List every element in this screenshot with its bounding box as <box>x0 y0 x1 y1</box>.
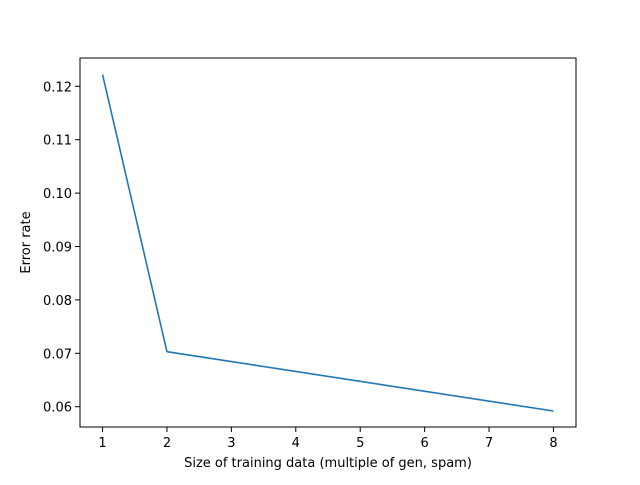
y-tick-label: 0.09 <box>43 241 72 256</box>
series-line-0 <box>101 74 554 412</box>
x-tick-label: 6 <box>420 436 428 451</box>
y-tick-label: 0.11 <box>43 134 72 149</box>
x-tick-label: 5 <box>356 436 364 451</box>
x-tick-label: 4 <box>292 436 300 451</box>
x-tick-label: 1 <box>98 436 106 451</box>
x-tick-label: 3 <box>227 436 235 451</box>
x-axis-label: Size of training data (multiple of gen, … <box>184 456 472 471</box>
y-tick-label: 0.12 <box>43 80 72 95</box>
plot-frame <box>79 57 577 428</box>
x-tick-label: 8 <box>549 436 557 451</box>
x-tick-label: 7 <box>485 436 493 451</box>
y-tick-label: 0.07 <box>43 347 72 362</box>
x-tick-label: 2 <box>163 436 171 451</box>
y-axis-label: Error rate <box>19 211 34 273</box>
y-tick-label: 0.08 <box>43 294 72 309</box>
y-tick-label: 0.10 <box>43 187 72 202</box>
y-tick-label: 0.06 <box>43 401 72 416</box>
